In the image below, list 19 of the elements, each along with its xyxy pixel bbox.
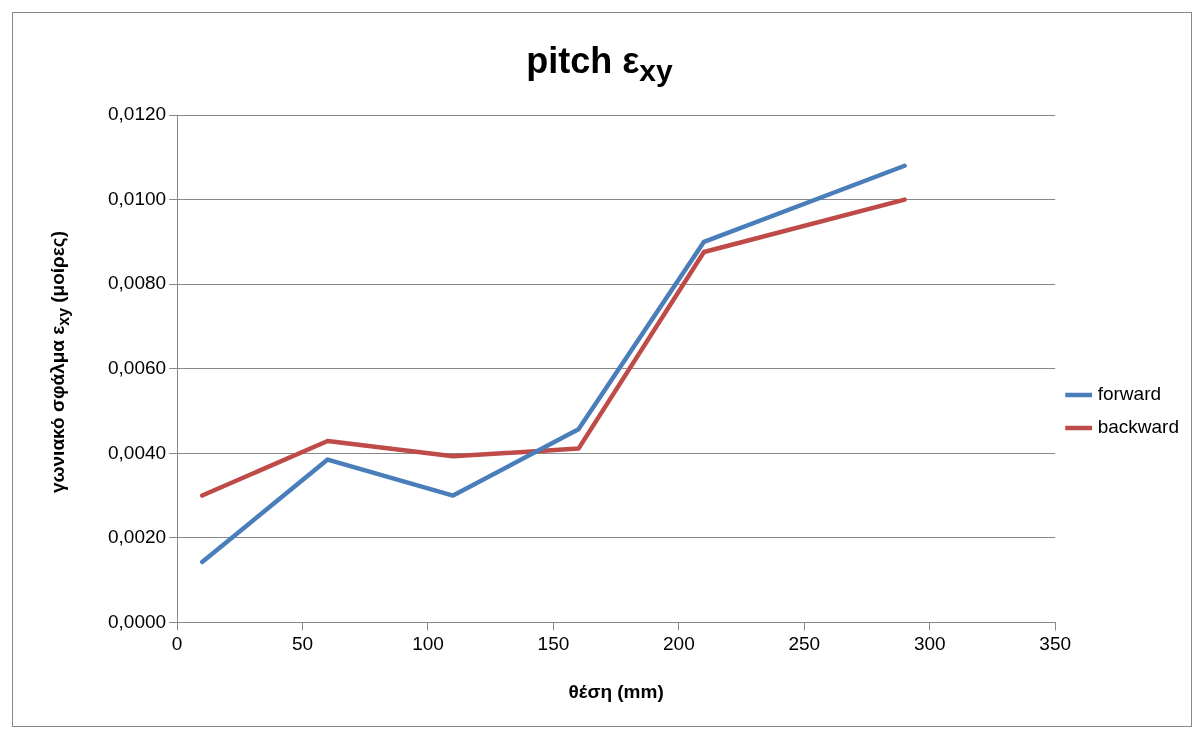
legend-label: forward xyxy=(1097,383,1162,405)
y-tick-label: 0,0040 xyxy=(107,441,167,463)
y-tick-label: 0,0060 xyxy=(107,356,167,378)
x-axis-title: θέση (mm) xyxy=(568,680,664,702)
x-tick-label: 100 xyxy=(412,633,444,655)
chart-title: pitch ε$_{xy}$ xyxy=(525,40,674,89)
x-tick-label: 250 xyxy=(788,633,821,655)
y-tick-label: 0,0000 xyxy=(107,610,167,632)
y-tick-label: 0,0020 xyxy=(107,526,167,548)
x-tick-label: 200 xyxy=(663,633,695,655)
x-tick-label: 0 xyxy=(171,633,183,655)
y-tick-label: 0,0080 xyxy=(107,272,167,294)
y-tick-label: 0,0120 xyxy=(107,103,167,125)
legend-label: backward xyxy=(1097,416,1180,438)
x-tick-label: 150 xyxy=(537,633,570,655)
x-tick-label: 350 xyxy=(1039,633,1072,655)
x-tick-label: 300 xyxy=(913,633,946,655)
y-tick-label: 0,0100 xyxy=(107,187,167,209)
x-tick-label: 50 xyxy=(291,633,314,655)
